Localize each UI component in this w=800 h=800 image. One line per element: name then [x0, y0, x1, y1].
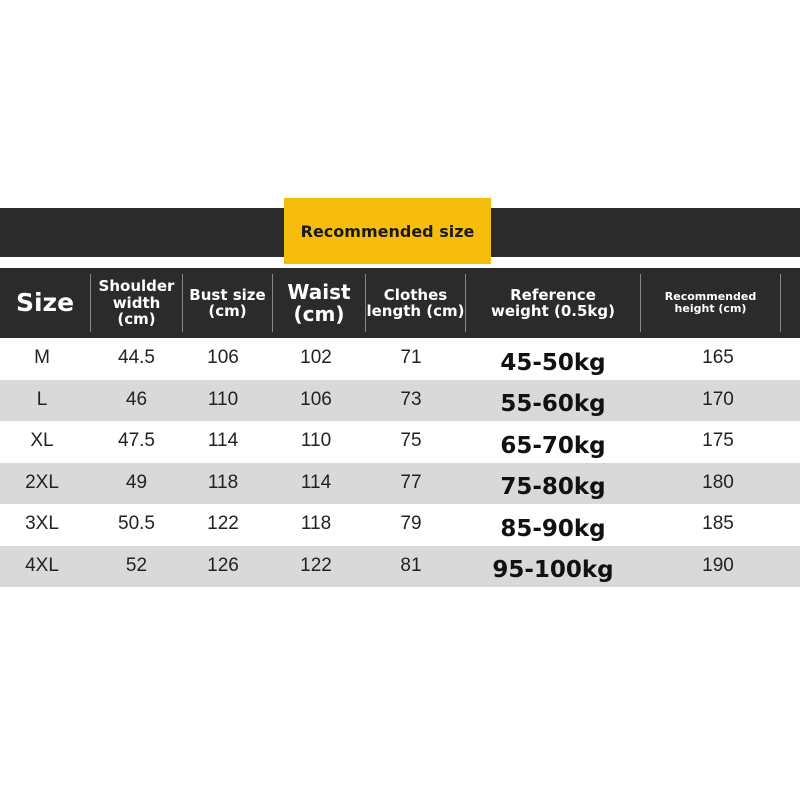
cell-bust: 106 [207, 347, 239, 368]
cell-length: 79 [400, 513, 422, 534]
cell-size: 4XL [25, 554, 59, 576]
cell-waist: 106 [300, 388, 332, 410]
cell-waist: 122 [300, 554, 332, 576]
cell-shoulder: 46 [125, 388, 148, 410]
cell-shoulder: 47.5 [118, 430, 155, 451]
table-row: XL 47.5 114 110 75 65-70kg 175 [0, 421, 800, 463]
divider [640, 274, 641, 332]
header-waist: Waist (cm) [287, 280, 351, 326]
cell-bust: 126 [207, 554, 239, 576]
table-header: Size Shoulder width (cm) Bust size (cm) … [0, 268, 800, 338]
cell-height: 185 [702, 513, 734, 534]
cell-weight: 75-80kg [500, 474, 606, 501]
header-clothes-length: Clothes length (cm) [366, 285, 465, 320]
cell-weight: 85-90kg [500, 515, 606, 542]
table-row: M 44.5 106 102 71 45-50kg 165 [0, 338, 800, 380]
cell-shoulder: 49 [125, 471, 148, 493]
cell-length: 73 [400, 388, 422, 410]
cell-bust: 122 [207, 513, 239, 534]
divider [182, 274, 183, 332]
divider [780, 274, 781, 332]
cell-weight: 45-50kg [500, 349, 606, 376]
header-height: Recommended height (cm) [664, 289, 757, 315]
divider [465, 274, 466, 332]
cell-size: M [34, 347, 50, 368]
header-shoulder: Shoulder width (cm) [98, 277, 175, 329]
cell-length: 75 [400, 430, 422, 451]
header-weight: Reference weight (0.5kg) [491, 285, 615, 320]
table-title: Recommended size [284, 198, 491, 264]
cell-size: 2XL [25, 471, 59, 493]
table-row: 4XL 52 126 122 81 95-100kg 190 [0, 545, 800, 587]
cell-height: 165 [702, 347, 734, 368]
table-row: 3XL 50.5 122 118 79 85-90kg 185 [0, 504, 800, 546]
cell-waist: 110 [300, 430, 332, 451]
header-bust: Bust size (cm) [189, 285, 266, 320]
cell-size: XL [30, 430, 54, 451]
cell-weight: 65-70kg [500, 432, 606, 459]
cell-size: L [36, 388, 48, 410]
cell-bust: 118 [207, 471, 239, 493]
cell-shoulder: 52 [125, 554, 148, 576]
divider [365, 274, 366, 332]
cell-waist: 102 [300, 347, 332, 368]
table-row: L 46 110 106 73 55-60kg 170 [0, 379, 800, 421]
cell-bust: 114 [207, 430, 239, 451]
cell-height: 190 [702, 554, 734, 576]
cell-height: 175 [702, 430, 734, 451]
cell-bust: 110 [207, 388, 239, 410]
cell-shoulder: 50.5 [118, 513, 155, 534]
cell-height: 180 [702, 471, 734, 493]
table-row: 2XL 49 118 114 77 75-80kg 180 [0, 462, 800, 504]
cell-waist: 118 [300, 513, 332, 534]
cell-height: 170 [702, 388, 734, 410]
cell-weight: 95-100kg [492, 557, 614, 584]
divider [90, 274, 91, 332]
cell-weight: 55-60kg [500, 391, 606, 418]
cell-length: 71 [400, 347, 422, 368]
cell-length: 77 [400, 471, 422, 493]
cell-shoulder: 44.5 [118, 347, 155, 368]
header-size: Size [15, 288, 75, 318]
cell-waist: 114 [300, 471, 332, 493]
cell-length: 81 [400, 554, 422, 576]
cell-size: 3XL [25, 513, 59, 534]
divider [272, 274, 273, 332]
